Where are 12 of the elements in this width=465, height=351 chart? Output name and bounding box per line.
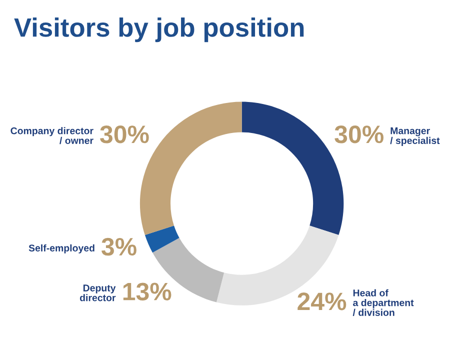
data-label: 24% bbox=[298, 292, 346, 310]
slice-label: Deputy director bbox=[80, 284, 116, 302]
data-label: 30% bbox=[100, 126, 149, 144]
slice-label: Head of a department / division bbox=[352, 289, 414, 316]
slice-label: Self-employed bbox=[28, 244, 94, 254]
data-label: 30% bbox=[334, 126, 384, 144]
slice-label: Manager / specialist bbox=[390, 127, 440, 146]
slice-label: Company director / owner bbox=[10, 127, 94, 144]
chart-title: Visitors by job position bbox=[14, 18, 304, 42]
data-label: 3% bbox=[102, 238, 136, 256]
donut-slice bbox=[144, 226, 180, 253]
data-label: 13% bbox=[123, 282, 172, 300]
